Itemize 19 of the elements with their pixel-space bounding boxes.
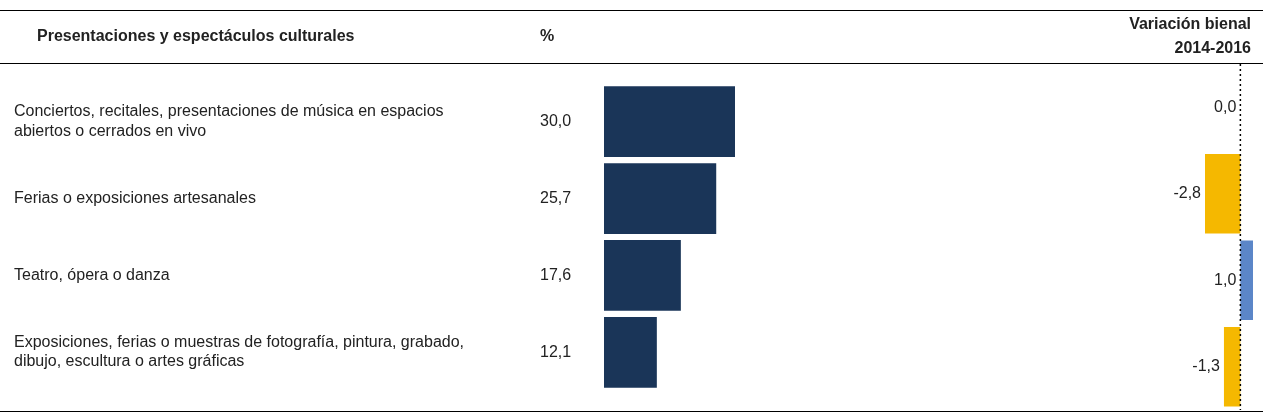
chart-title: Variación bienal 2014-2016 <box>1128 14 1251 58</box>
data-label: 25,7 <box>540 188 572 206</box>
y-tick-label: Conciertos, recitales, presentaciones de música en espacios abiertos o cerrados en vivo <box>14 102 444 139</box>
data-label: 0,0 <box>1214 97 1237 115</box>
y-tick-label: Exposiciones, ferias o muestras de fotografía, pintura, grabado, dibujo, escultura o artes gráficas <box>14 333 465 370</box>
y-tick-label: Ferias o exposiciones artesanales <box>14 188 256 206</box>
bar <box>604 316 657 388</box>
bar <box>604 240 681 311</box>
y-axis-title: Presentaciones y espectáculos culturales <box>37 27 355 45</box>
bar <box>604 163 717 234</box>
bar <box>604 86 735 158</box>
x-axis-title: % <box>540 27 555 45</box>
data-label: 1,0 <box>1214 270 1237 288</box>
data-label: 12,1 <box>540 342 572 360</box>
data-label: -1,3 <box>1192 357 1221 375</box>
data-label: -2,8 <box>1173 184 1202 202</box>
data-label: 17,6 <box>540 265 572 283</box>
data-label: 30,0 <box>540 112 572 130</box>
y-tick-label: Teatro, ópera o danza <box>14 265 170 283</box>
